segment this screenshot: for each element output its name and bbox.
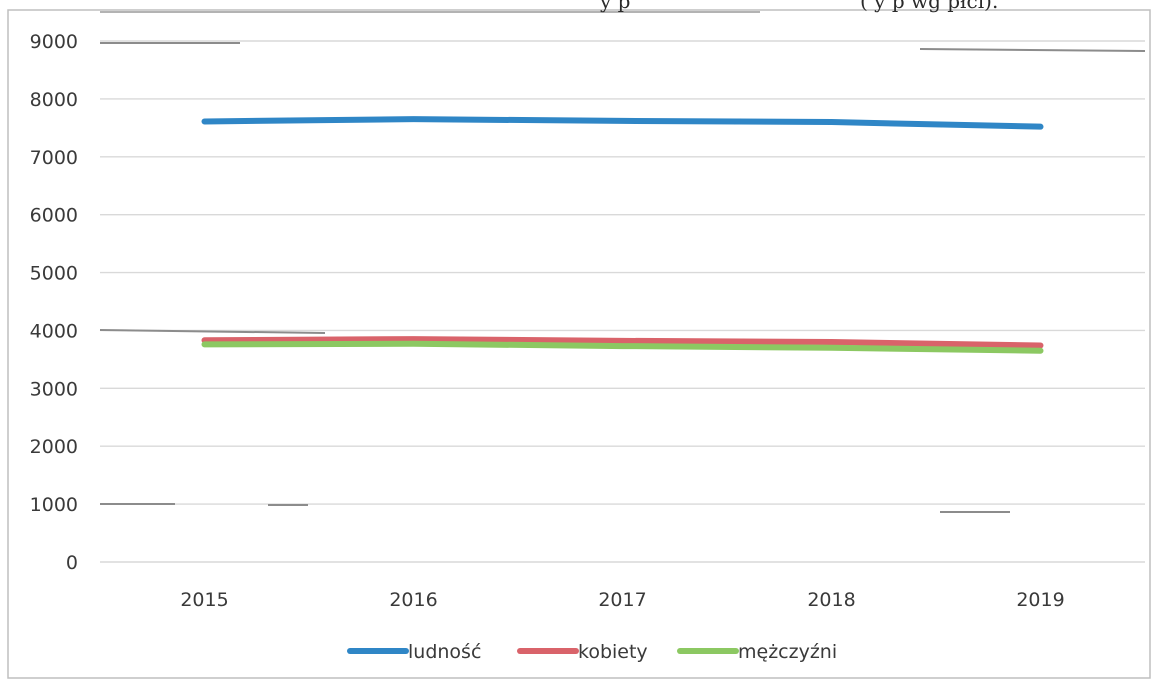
y-tick-label: 5000	[30, 263, 78, 285]
caption-fragment-middle: y p	[599, 0, 630, 13]
legend-label: kobiety	[578, 641, 648, 663]
x-tick-label: 2017	[598, 589, 646, 611]
y-tick-label: 7000	[30, 147, 78, 169]
series-line-ludność	[201, 116, 1044, 130]
y-tick-label: 1000	[30, 494, 78, 516]
y-axis-tick-labels: 0 1000 2000 3000 4000 5000 6000 7000 8000 9000	[30, 31, 78, 574]
legend: ludność kobiety mężczyźni	[347, 641, 837, 663]
legend-label: ludność	[408, 641, 481, 663]
y-tick-label: 4000	[30, 320, 78, 342]
x-tick-label: 2018	[807, 589, 855, 611]
artifact-dash	[919, 48, 1146, 52]
x-axis-tick-labels: 2015 2016 2017 2018 2019	[180, 589, 1064, 611]
x-tick-label: 2015	[180, 589, 228, 611]
y-tick-label: 8000	[30, 89, 78, 111]
x-tick-label: 2019	[1016, 589, 1064, 611]
caption-fragment-right: ( y p wg płci).	[860, 0, 998, 13]
artifact-dash	[99, 329, 326, 334]
x-tick-label: 2016	[389, 589, 437, 611]
y-tick-label: 0	[66, 552, 78, 574]
chart-frame	[7, 9, 1151, 679]
y-tick-label: 6000	[30, 205, 78, 227]
series-line-kobiety	[201, 336, 1044, 349]
legend-label: mężczyźni	[738, 641, 837, 663]
gridlines	[100, 40, 1145, 563]
scan-artifacts	[99, 42, 1146, 513]
series-line-mężczyźni	[201, 340, 1044, 354]
y-tick-label: 3000	[30, 378, 78, 400]
y-tick-label: 2000	[30, 436, 78, 458]
y-tick-label: 9000	[30, 31, 78, 53]
series-lines	[201, 116, 1044, 354]
